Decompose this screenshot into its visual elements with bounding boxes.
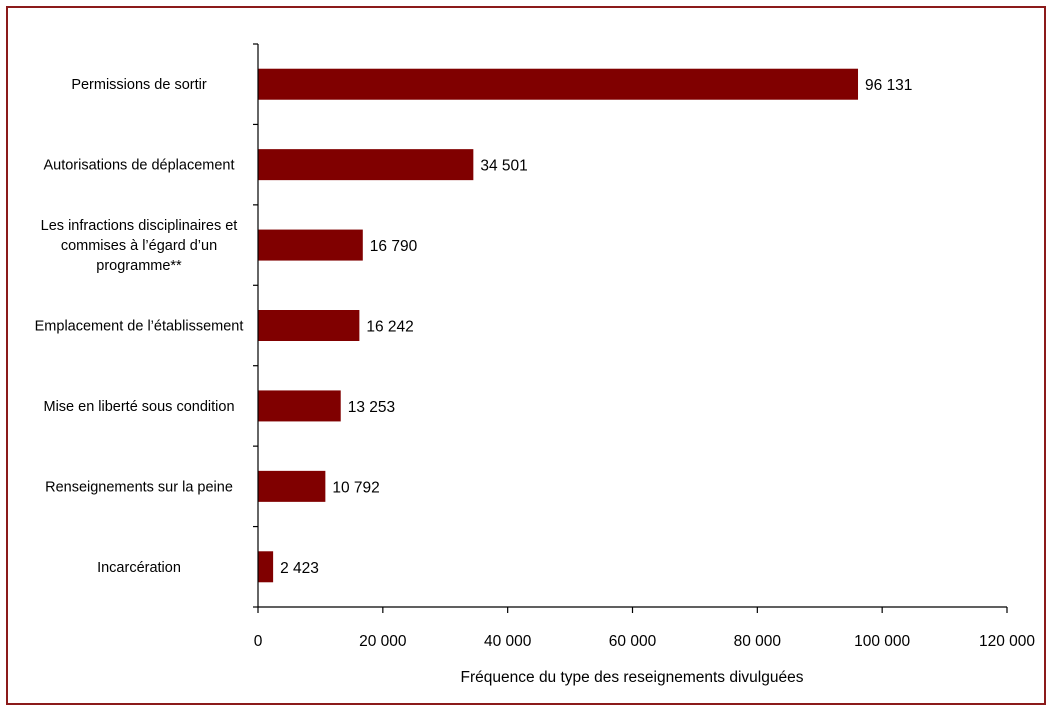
- x-tick-label: 60 000: [609, 633, 657, 650]
- labels-layer: 96 131 Permissions de sortir 34 501 Autoris…: [35, 77, 1036, 650]
- bar-value-label: 34 501: [480, 158, 527, 175]
- category-label-line: Autorisations de déplacement: [43, 158, 234, 174]
- chart-frame: [6, 6, 1046, 705]
- category-label: Renseignements sur la peine: [45, 479, 233, 495]
- category-label: Incarcération: [97, 560, 181, 576]
- x-tick-label: 20 000: [359, 633, 407, 650]
- category-label: Emplacement de l’établissement: [35, 319, 244, 335]
- bar-value-label: 10 792: [332, 479, 379, 496]
- bar: [258, 229, 363, 261]
- x-tick-label: 100 000: [854, 633, 910, 650]
- x-tick-label: 120 000: [979, 633, 1035, 650]
- bars-layer: [258, 68, 859, 583]
- category-label-line: Mise en liberté sous condition: [43, 399, 234, 415]
- category-label-line: Emplacement de l’établissement: [35, 319, 244, 335]
- bar: [258, 149, 474, 181]
- bar-value-label: 2 423: [280, 560, 319, 577]
- category-label-line: Renseignements sur la peine: [45, 479, 233, 495]
- bar: [258, 551, 274, 583]
- axes-layer: [253, 43, 1008, 613]
- bar-value-label: 13 253: [348, 399, 395, 416]
- x-tick-label: 80 000: [734, 633, 782, 650]
- category-label: Les infractions disciplinaires et commise…: [41, 218, 238, 274]
- category-label-line: programme**: [96, 258, 182, 274]
- bar-value-label: 96 131: [865, 77, 912, 94]
- bar: [258, 470, 326, 502]
- category-label-line: Permissions de sortir: [71, 77, 207, 93]
- category-label: Permissions de sortir: [71, 77, 207, 93]
- category-label: Mise en liberté sous condition: [43, 399, 234, 415]
- bar: [258, 68, 859, 100]
- category-label-line: Incarcération: [97, 560, 181, 576]
- x-tick-label: 0: [254, 633, 263, 650]
- x-axis-title: Fréquence du type des reseignements divu…: [461, 669, 804, 686]
- category-label: Autorisations de déplacement: [43, 158, 234, 174]
- x-tick-label: 40 000: [484, 633, 532, 650]
- bar-value-label: 16 790: [370, 238, 418, 255]
- category-label-line: Les infractions disciplinaires et: [41, 218, 238, 234]
- bar: [258, 310, 360, 341]
- bar: [258, 390, 341, 422]
- category-label-line: commises à l’égard d’un: [61, 238, 217, 254]
- bar-value-label: 16 242: [366, 319, 413, 336]
